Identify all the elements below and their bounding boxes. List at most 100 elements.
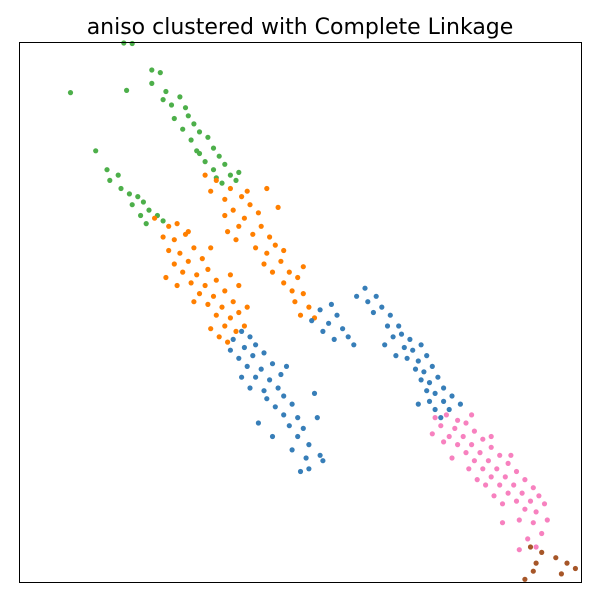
point-3-32: [536, 493, 542, 499]
point-1-29: [306, 304, 312, 310]
point-1-25: [295, 274, 301, 281]
point-0-9: [160, 97, 166, 103]
point-1-4: [222, 196, 228, 202]
point-2-17: [275, 385, 281, 391]
point-3-40: [539, 530, 545, 537]
point-0-14: [191, 121, 197, 127]
point-0-19: [210, 145, 217, 151]
point-2-70: [429, 363, 435, 369]
point-0-30: [236, 169, 242, 175]
point-2-3: [227, 347, 233, 353]
point-2-2: [247, 334, 253, 340]
point-0-16: [196, 129, 203, 135]
point-1-0: [202, 172, 208, 178]
point-1-9: [241, 215, 247, 221]
point-3-27: [505, 490, 511, 496]
point-3-29: [530, 485, 536, 491]
point-1-56: [210, 293, 217, 299]
point-3-13: [477, 450, 483, 456]
point-2-47: [331, 336, 337, 342]
point-2-72: [426, 380, 433, 386]
point-0-44: [143, 221, 149, 227]
point-2-39: [314, 415, 320, 421]
point-1-66: [216, 334, 222, 340]
point-1-11: [236, 223, 242, 229]
point-2-37: [269, 433, 276, 440]
point-1-32: [264, 185, 270, 192]
cluster-4: [522, 544, 579, 582]
point-2-13: [267, 377, 273, 383]
point-0-10: [168, 102, 175, 108]
point-2-20: [272, 404, 278, 410]
point-1-8: [222, 212, 228, 219]
point-3-14: [488, 444, 494, 450]
point-2-23: [295, 415, 301, 421]
point-2-40: [309, 318, 315, 324]
point-1-49: [180, 269, 186, 275]
point-4-8: [558, 571, 565, 577]
point-0-7: [163, 88, 169, 95]
point-2-77: [426, 398, 433, 404]
point-3-47: [483, 482, 489, 488]
point-1-54: [213, 277, 219, 283]
point-3-6: [446, 433, 452, 440]
point-1-40: [160, 234, 166, 240]
cluster-2: [227, 285, 463, 475]
point-3-45: [441, 439, 447, 445]
point-0-33: [107, 177, 113, 183]
point-2-56: [387, 312, 393, 318]
point-1-64: [222, 323, 228, 329]
point-3-24: [497, 482, 503, 488]
point-1-38: [166, 223, 172, 229]
point-0-8: [177, 94, 183, 100]
point-1-45: [191, 245, 197, 251]
point-1-48: [199, 256, 205, 262]
point-0-1: [129, 40, 135, 47]
point-2-5: [253, 342, 259, 348]
point-1-30: [297, 312, 304, 318]
point-1-72: [191, 299, 197, 305]
point-3-50: [474, 477, 480, 483]
point-2-33: [320, 458, 326, 464]
point-1-2: [227, 185, 233, 192]
point-2-71: [418, 377, 424, 383]
point-1-10: [255, 210, 261, 216]
point-0-23: [222, 161, 228, 167]
point-0-31: [93, 148, 99, 154]
point-1-24: [281, 280, 287, 286]
point-3-44: [449, 455, 455, 461]
point-2-58: [396, 323, 402, 329]
point-2-36: [239, 374, 245, 380]
point-1-61: [213, 312, 219, 318]
point-2-29: [303, 455, 309, 461]
point-1-1: [213, 177, 219, 183]
point-0-37: [135, 194, 141, 200]
point-3-5: [463, 420, 469, 426]
point-0-40: [146, 207, 152, 213]
point-2-4: [241, 344, 247, 351]
cluster-3: [429, 412, 550, 553]
point-3-43: [516, 547, 522, 553]
point-1-21: [278, 258, 284, 264]
point-0-2: [149, 67, 155, 73]
point-3-10: [469, 442, 475, 448]
point-4-0: [527, 544, 534, 550]
point-1-47: [171, 261, 177, 267]
point-0-28: [196, 150, 203, 157]
point-1-63: [236, 309, 242, 316]
point-2-55: [370, 309, 376, 316]
point-2-14: [278, 371, 284, 378]
point-1-18: [264, 250, 270, 256]
point-1-76: [185, 229, 191, 235]
point-2-1: [239, 328, 245, 334]
point-0-22: [202, 159, 208, 165]
point-0-6: [124, 87, 130, 93]
point-1-13: [250, 231, 256, 237]
point-2-6: [236, 355, 242, 361]
point-3-37: [530, 520, 536, 526]
point-3-15: [471, 458, 477, 464]
point-1-73: [208, 326, 214, 332]
point-3-39: [499, 520, 506, 526]
point-2-42: [326, 320, 332, 326]
point-3-34: [533, 509, 539, 515]
